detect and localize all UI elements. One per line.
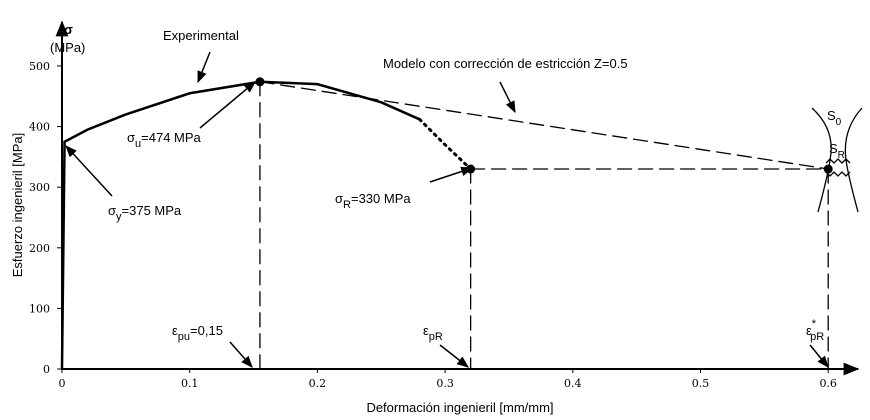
y-unit: (MPa): [50, 40, 85, 55]
annotation-sub: pR: [429, 331, 443, 343]
specimen-sketch: [811, 107, 863, 213]
annotation: SR: [829, 141, 845, 161]
annotation: S0: [827, 108, 842, 128]
annotation: σy=375 MPa: [108, 203, 182, 223]
annotation: Modelo con corrección de estricción Z=0.…: [383, 56, 628, 71]
annotation-base: Experimental: [163, 28, 239, 43]
annotation-arrow: [197, 51, 211, 84]
marker: [823, 164, 833, 174]
marker: [255, 77, 265, 87]
annotation-arrow: [499, 81, 516, 114]
annotation-arrow: [809, 344, 829, 368]
annotation-base: σ: [127, 130, 135, 145]
x-tick-label: 0.6: [819, 377, 837, 390]
annotation-sup: *: [812, 318, 817, 330]
annotation-arrow: [439, 344, 469, 368]
annotation-base: S: [829, 141, 838, 156]
annotation-arrow: [65, 145, 113, 197]
x-tick-label: 0.5: [692, 377, 710, 390]
x-tick-label: 0.1: [181, 377, 199, 390]
annotation-base: Modelo con corrección de estricción Z=0.…: [383, 56, 628, 71]
y-axis-label: Esfuerzo ingenieril [MPa]: [10, 133, 25, 278]
annotation-base: σ: [335, 191, 343, 206]
annotation-sub: u: [135, 138, 141, 150]
specimen-right: [844, 107, 863, 213]
fracture-top: [825, 158, 851, 164]
annotation: ε* pR: [806, 318, 824, 343]
y-tick-label: 0: [43, 363, 50, 376]
annotation-sub: R: [838, 150, 845, 161]
annotation-arrow: [199, 81, 256, 129]
annotation: εpR: [423, 323, 443, 343]
annotation-sub: 0: [836, 117, 842, 128]
y-tick-label: 400: [29, 121, 50, 134]
fracture-bottom: [825, 171, 851, 177]
annotation-base: ε: [172, 323, 178, 338]
y-tick-label: 200: [29, 242, 50, 255]
annotation: σR=330 MPa: [335, 191, 411, 211]
x-axis-label: Deformación ingenieril [mm/mm]: [366, 400, 553, 415]
curve-dotted: [418, 117, 473, 171]
annotation-rest: =330 MPa: [351, 191, 411, 206]
y-tick-label: 500: [29, 60, 50, 73]
annotation-arrow: [229, 341, 253, 368]
annotation-base: S: [827, 108, 836, 123]
annotation-sub: pR: [810, 331, 824, 343]
annotation-base: ε: [423, 323, 429, 338]
annotation-base: σ: [108, 203, 116, 218]
y-tick-label: 300: [29, 181, 50, 194]
x-tick-label: 0: [59, 377, 66, 390]
y-symbol: σ: [64, 22, 73, 37]
curve-solid: [60, 80, 421, 371]
x-tick-label: 0.3: [436, 377, 454, 390]
annotation-rest: =474 MPa: [141, 130, 201, 145]
annotation-base: ε: [806, 323, 812, 338]
specimen-left: [811, 107, 832, 213]
x-tick-label: 0.4: [564, 377, 582, 390]
annotation: εpu=0,15: [172, 323, 223, 343]
annotation-sub: R: [343, 199, 351, 211]
y-tick-label: 100: [29, 302, 50, 315]
annotation-rest: =0,15: [190, 323, 223, 338]
curve-dashed: [259, 81, 829, 170]
annotation: Experimental: [163, 28, 239, 43]
annotation-sub: y: [116, 211, 122, 223]
x-tick-label: 0.2: [309, 377, 327, 390]
annotation-sub: pu: [178, 331, 190, 343]
annotation-rest: =375 MPa: [122, 203, 182, 218]
annotation: σu=474 MPa: [127, 130, 202, 150]
annotation-arrow: [429, 166, 474, 183]
